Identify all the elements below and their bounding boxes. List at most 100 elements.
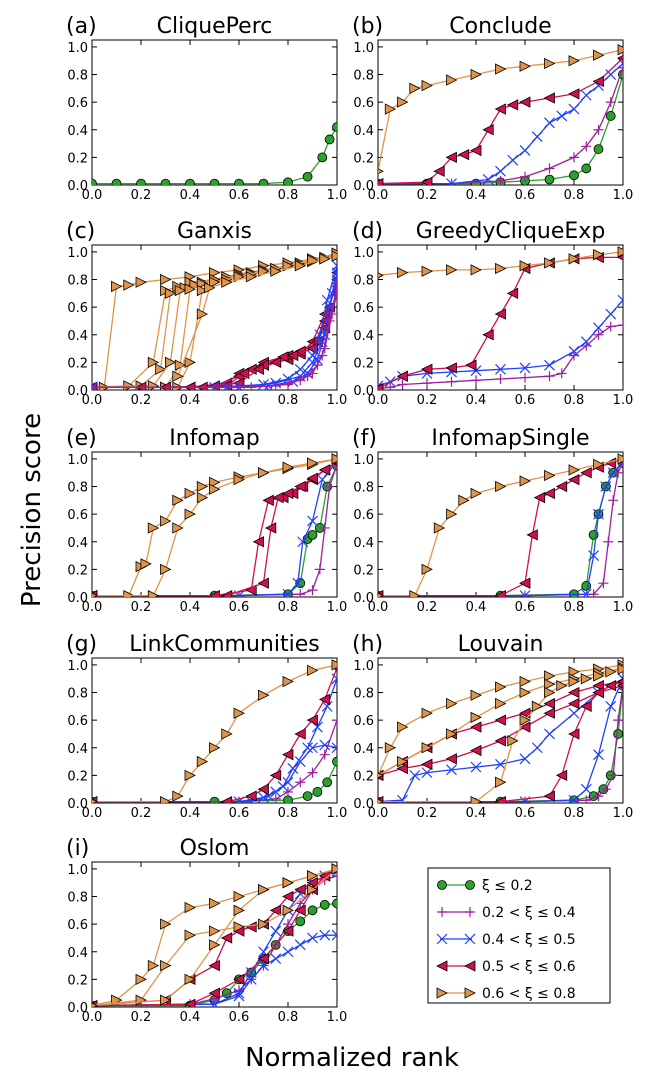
data-point <box>605 666 617 678</box>
data-point <box>607 467 619 479</box>
legend-label: 0.4 < ξ ≤ 0.5 <box>482 932 576 948</box>
y-tick-label: 0.6 <box>67 918 88 933</box>
data-point <box>588 550 600 561</box>
data-point <box>209 742 221 754</box>
data-point <box>593 458 605 471</box>
data-point <box>397 721 409 733</box>
y-tick-label: 0.2 <box>353 151 374 166</box>
data-point <box>580 336 592 348</box>
data-point <box>233 990 245 1002</box>
data-point <box>233 890 245 903</box>
series-group <box>92 863 337 1007</box>
data-point <box>209 483 221 495</box>
data-point <box>470 264 482 276</box>
x-tick-label: 0.2 <box>131 806 152 821</box>
data-point <box>555 480 568 493</box>
data-point <box>292 577 304 589</box>
data-point <box>302 371 313 382</box>
y-tick-label: 0.2 <box>67 973 88 988</box>
data-point <box>331 453 337 465</box>
x-tick-label: 0.4 <box>466 806 487 821</box>
data-point <box>165 356 177 369</box>
data-point <box>520 372 530 383</box>
data-point <box>581 141 592 152</box>
data-point <box>184 356 196 369</box>
y-tick-label: 0.0 <box>353 179 374 194</box>
legend-marker-start <box>436 987 448 999</box>
data-point <box>617 682 623 689</box>
data-point <box>123 279 135 291</box>
data-point <box>322 777 333 788</box>
data-point <box>184 283 196 295</box>
data-point <box>282 461 294 473</box>
series-line <box>92 667 337 803</box>
data-point <box>519 686 531 699</box>
data-point <box>446 178 457 185</box>
y-tick-label: 0.0 <box>353 797 374 812</box>
x-tick-label: 0.0 <box>82 600 103 615</box>
data-point <box>409 769 421 781</box>
data-point <box>160 918 172 930</box>
x-tick-label: 0.6 <box>515 393 536 408</box>
data-point <box>270 925 282 937</box>
x-tick-label: 1.0 <box>613 188 634 203</box>
series-line <box>378 461 623 597</box>
data-point <box>316 474 328 486</box>
data-point <box>319 739 331 751</box>
panels: 0.00.00.20.20.40.40.60.60.80.81.01.0(a) C… <box>66 14 633 1025</box>
data-point <box>519 96 531 108</box>
data-point <box>543 707 555 719</box>
data-point <box>580 89 592 101</box>
x-axis-label: Normalized rank <box>245 1043 459 1073</box>
panel-conclude: 0.00.0 0.2 0.2 0.4 0.4 0.6 0.6 0.8 0.8 1.0 1.0 (b) C… <box>352 14 633 203</box>
data-point <box>494 308 506 320</box>
data-point <box>446 728 458 740</box>
data-point <box>327 309 337 320</box>
data-point <box>495 480 507 493</box>
data-point <box>520 171 530 182</box>
data-point <box>184 487 196 500</box>
panel-title: Oslom <box>180 836 250 861</box>
data-point <box>470 795 482 803</box>
panel-title: LinkCommunities <box>129 632 319 657</box>
data-point <box>332 715 337 726</box>
x-tick-label: 0.4 <box>466 393 487 408</box>
plot-frame <box>377 451 624 598</box>
data-point <box>544 371 555 382</box>
data-point <box>378 382 384 390</box>
data-point <box>233 973 245 986</box>
data-point <box>446 508 458 520</box>
x-tick-label: 0.2 <box>417 188 438 203</box>
data-point <box>605 321 616 332</box>
data-point <box>593 49 605 61</box>
data-point <box>209 925 221 937</box>
legend-marker-start <box>437 907 447 917</box>
data-point <box>270 265 282 277</box>
data-point <box>172 494 184 506</box>
data-point <box>302 742 314 754</box>
data-point <box>396 762 408 775</box>
series-line <box>92 293 337 388</box>
data-point <box>378 177 384 185</box>
data-point <box>544 728 555 740</box>
data-point <box>617 294 623 306</box>
plot-frame <box>91 657 338 804</box>
data-point <box>282 675 294 688</box>
legend-item: 0.5 < ξ ≤ 0.6 <box>436 959 576 975</box>
y-tick-label: 1.0 <box>353 246 374 261</box>
panel-letter: (d) <box>352 219 383 244</box>
data-point <box>592 75 604 88</box>
data-point <box>312 360 323 371</box>
data-point <box>307 457 319 469</box>
data-point <box>262 494 274 506</box>
y-tick-label: 0.6 <box>67 301 88 316</box>
data-point <box>331 659 337 671</box>
data-point <box>220 932 233 944</box>
data-point <box>277 781 289 792</box>
data-point <box>135 276 147 288</box>
data-point <box>422 378 432 389</box>
x-tick-label: 0.8 <box>278 1010 299 1025</box>
data-point <box>319 899 330 910</box>
data-point <box>568 473 580 486</box>
data-point <box>617 58 623 69</box>
